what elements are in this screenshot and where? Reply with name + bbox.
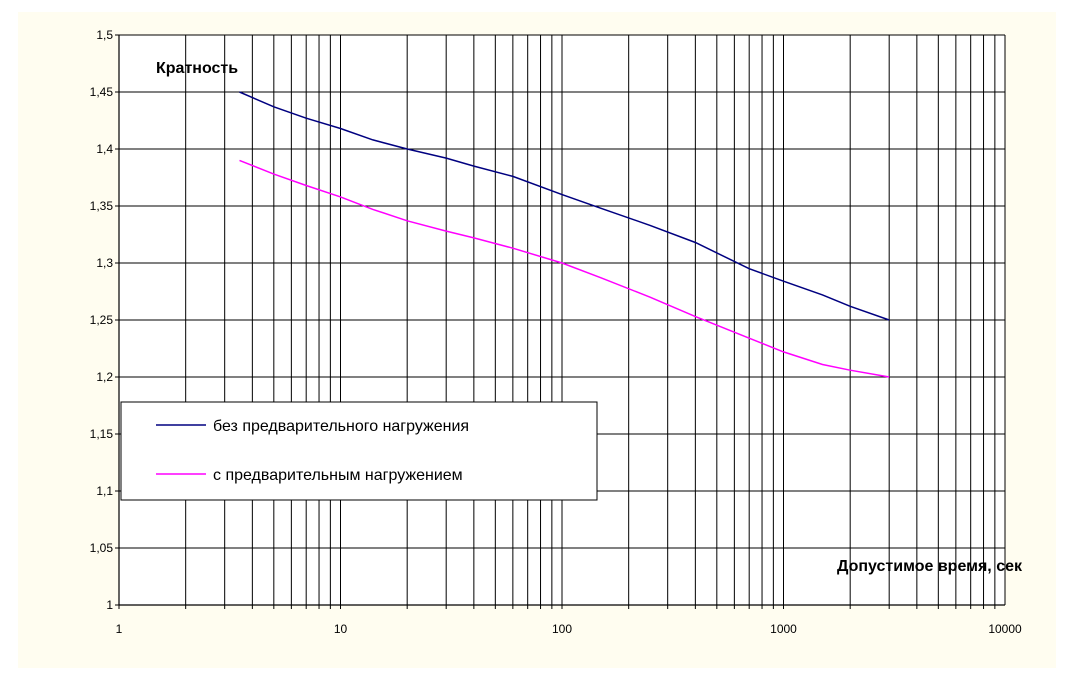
legend-label-series-2: с предварительным нагружением <box>213 467 463 484</box>
y-tick-label: 1,2 <box>96 370 113 384</box>
y-tick-label: 1,15 <box>90 427 114 441</box>
series-lines <box>239 91 890 378</box>
legend-box <box>120 401 598 501</box>
y-tick-label: 1,05 <box>90 541 114 555</box>
y-tick-label: 1,25 <box>90 313 114 327</box>
y-tick-label: 1,5 <box>96 28 113 42</box>
series-line-1 <box>239 91 890 321</box>
x-tick-label: 1 <box>116 622 123 636</box>
legend-label-series-1: без предварительного нагружения <box>213 418 469 435</box>
y-tick-label: 1,45 <box>90 85 114 99</box>
x-tick-label: 100 <box>552 622 572 636</box>
y-tick-label: 1,1 <box>96 484 113 498</box>
x-tick-label: 10 <box>334 622 348 636</box>
x-tick-label: 10000 <box>988 622 1022 636</box>
y-tick-label: 1,35 <box>90 199 114 213</box>
axes: 1 1,05 1,1 1,15 1,2 1,25 1,3 1,35 1,4 1,45 1,5 1 10 1… <box>90 28 1022 636</box>
y-tick-label: 1,4 <box>96 142 113 156</box>
y-tick-label: 1,3 <box>96 256 113 270</box>
y-tick-label: 1 <box>106 598 113 612</box>
y-axis-title: Кратность <box>156 60 238 77</box>
legend: без предварительного нагружения с предва… <box>120 401 598 501</box>
x-axis-title: Допустимое время, сек <box>837 558 1023 575</box>
x-tick-label: 1000 <box>770 622 797 636</box>
series-line-2 <box>239 159 890 378</box>
